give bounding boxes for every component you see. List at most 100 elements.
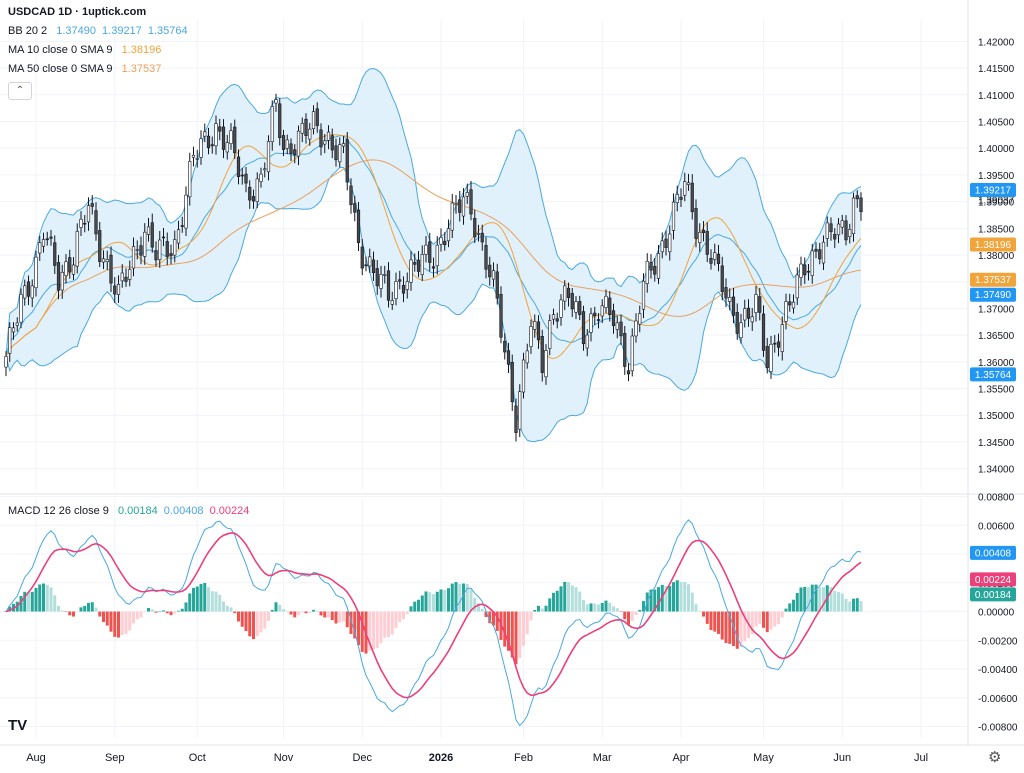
macd-histogram-bar [495,611,499,631]
price-scale-badge: 1.38196 [970,237,1016,252]
candle [611,310,616,326]
macd-histogram-bar [559,586,563,612]
macd-histogram-bar [780,611,784,618]
macd-histogram-bar [717,611,720,634]
price-axis-tick: 1.42000 [978,37,1015,48]
macd-histogram-bar [23,591,27,612]
candle [15,322,19,326]
macd-histogram-bar [102,611,105,623]
collapse-legend-button[interactable]: ⌃ [8,82,32,100]
candle [315,108,319,126]
macd-histogram-bar [263,611,267,629]
candle [720,265,724,292]
candle [356,209,361,244]
macd-histogram-bar [42,583,45,612]
candle [566,287,571,298]
candle [473,218,477,238]
macd-histogram-bar [90,602,94,612]
candle [236,156,241,177]
macd-histogram-bar [840,593,844,612]
macd-axis-tick: -0.00200 [978,636,1018,647]
candle [274,99,278,104]
candle [341,143,346,147]
macd-histogram-bar [855,598,859,612]
candle [401,285,406,294]
legend-ma50[interactable]: MA 50 close 0 SMA 9 1.37537 [8,62,161,76]
macd-histogram-bar [285,610,289,612]
macd-histogram-bar [728,611,732,644]
tradingview-logo-icon[interactable]: TV [8,717,28,734]
macd-histogram-bar [323,611,327,618]
candle [360,246,364,269]
candle [251,196,256,202]
macd-histogram-bar [522,611,525,646]
candle [75,231,79,267]
macd-histogram-bar [124,611,128,635]
price-axis-tick: 1.40500 [978,117,1015,128]
time-axis-tick: Nov [274,752,294,764]
candle [180,225,184,227]
legend-macd[interactable]: MACD 12 26 close 9 0.00184 0.00408 0.002… [8,504,249,518]
legend-ma10[interactable]: MA 10 close 0 SMA 9 1.38196 [8,43,161,57]
candle [713,252,717,260]
macd-histogram-bar [207,587,210,612]
macd-histogram-bar [600,602,604,612]
legend-bb[interactable]: BB 20 2 1.37490 1.39217 1.35764 [8,24,188,38]
candle [94,210,98,235]
candle [596,319,601,321]
macd-histogram-bar [297,611,300,616]
price-scale-badge-bg [970,237,1016,252]
macd-histogram-bar [244,611,248,632]
macd-histogram-bar [360,611,364,652]
candle [480,232,484,243]
candle [49,236,53,239]
macd-histogram-bar [192,587,195,612]
candle [278,103,282,139]
candle [780,324,784,352]
macd-histogram-bar [147,608,150,612]
candle [623,333,627,367]
candle [323,140,327,145]
macd-histogram-bar [293,611,297,618]
candle [731,296,736,316]
macd-scale-badge-label: 0.00184 [975,590,1012,601]
macd-histogram-bar [462,583,465,612]
macd-histogram-bar [308,611,312,613]
candle [349,185,353,206]
macd-histogram-bar [120,611,124,636]
macd-histogram-bar [218,594,222,612]
candle [334,145,338,161]
time-axis-tick: Feb [514,752,533,764]
candle [308,128,312,140]
macd-histogram-bar [713,611,717,632]
price-axis-tick: 1.36500 [978,331,1015,342]
macd-histogram-bar [405,611,409,615]
candle [375,268,379,287]
candle [536,321,541,341]
gear-icon[interactable]: ⚙ [988,749,1002,766]
candle [570,293,574,310]
macd-histogram [4,580,863,665]
macd-histogram-bar [428,592,432,612]
macd-histogram-bar [848,601,852,612]
candle [630,335,634,372]
macd-histogram-bar [694,604,698,612]
candle [161,236,166,239]
macd-histogram-bar [814,584,818,612]
ma10-value: 1.38196 [121,44,162,56]
macd-histogram-bar [79,607,83,612]
candle [293,149,297,156]
candle [244,173,248,184]
candle [135,249,139,251]
macd-histogram-bar [105,611,109,626]
macd-histogram-bar [139,611,143,618]
ma10-label: MA 10 close 0 SMA 9 [8,44,113,56]
macd-histogram-bar [345,611,349,628]
candle [101,258,106,263]
candle [758,296,762,313]
macd-histogram-bar [27,592,30,612]
candle [476,233,481,235]
candle [626,370,631,375]
